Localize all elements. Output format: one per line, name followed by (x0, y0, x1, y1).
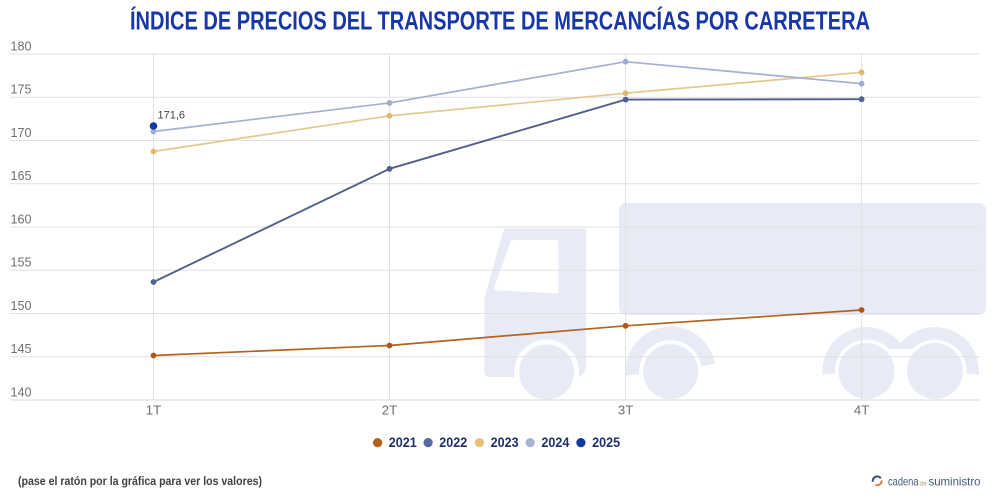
svg-text:180: 180 (10, 39, 31, 53)
svg-text:3T: 3T (618, 403, 633, 418)
svg-text:140: 140 (10, 385, 31, 399)
svg-text:145: 145 (10, 342, 31, 356)
svg-text:2T: 2T (382, 403, 397, 418)
svg-text:cadena: cadena (888, 475, 919, 489)
svg-text:ÍNDICE DE PRECIOS DEL TRANSPOR: ÍNDICE DE PRECIOS DEL TRANSPORTE DE MERC… (130, 6, 870, 36)
svg-text:1T: 1T (146, 403, 161, 418)
svg-text:2021: 2021 (389, 435, 417, 450)
svg-text:(pase el ratón por la gráfica: (pase el ratón por la gráfica para ver l… (18, 474, 262, 488)
svg-text:175: 175 (10, 83, 31, 97)
svg-text:165: 165 (10, 169, 31, 183)
svg-text:2022: 2022 (439, 435, 467, 450)
svg-text:170: 170 (10, 126, 31, 140)
svg-text:2023: 2023 (491, 435, 519, 450)
svg-text:160: 160 (10, 212, 31, 226)
svg-text:4T: 4T (854, 403, 869, 418)
svg-text:de: de (920, 481, 928, 488)
svg-text:171,6: 171,6 (158, 109, 186, 121)
svg-text:155: 155 (10, 256, 31, 270)
svg-text:150: 150 (10, 299, 31, 313)
svg-text:2025: 2025 (592, 435, 620, 450)
svg-text:suministro: suministro (929, 475, 981, 489)
svg-text:2024: 2024 (541, 435, 569, 450)
